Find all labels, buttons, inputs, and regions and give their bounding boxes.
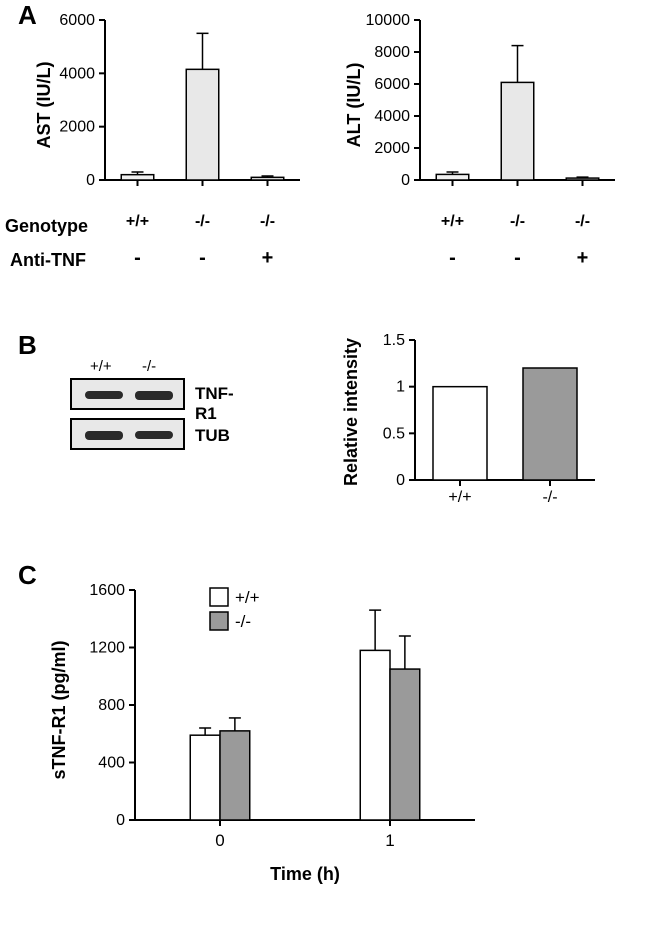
svg-text:0: 0 (401, 172, 410, 189)
relint-ylabel: Relative intensity (341, 338, 361, 486)
table-cell: +/+ (118, 213, 158, 231)
legend-item-0: +/+ (235, 588, 260, 607)
svg-text:10000: 10000 (366, 12, 411, 29)
table-cell: - (123, 247, 153, 270)
stnfr1-chart: 040080012001600 01 sTNF-R1 (pg/ml) Time … (35, 570, 505, 900)
stnfr1-ylabel: sTNF-R1 (pg/ml) (49, 641, 69, 780)
svg-text:0: 0 (215, 831, 224, 850)
stnfr1-xlabel: Time (h) (270, 864, 340, 884)
table-cell: -/- (563, 213, 603, 231)
stnfr1-xticks: 01 (215, 820, 394, 850)
svg-text:1: 1 (396, 379, 405, 396)
svg-text:-/-: -/- (542, 489, 557, 506)
table-cell: + (253, 247, 283, 270)
svg-text:2000: 2000 (59, 119, 95, 136)
svg-text:+/+: +/+ (448, 489, 471, 506)
ast-yticks: 0 2000 4000 6000 (59, 12, 105, 189)
relint-yticks: 0 0.5 1 1.5 (383, 332, 415, 489)
alt-yticks: 0 2000 4000 6000 8000 10000 (366, 12, 421, 189)
ast-bars (121, 33, 284, 186)
ast-ylabel: AST (IU/L) (34, 62, 54, 149)
table-cell: + (568, 247, 598, 270)
svg-text:6000: 6000 (374, 76, 410, 93)
table-cell: +/+ (433, 213, 473, 231)
blot-row-1: TUB (195, 426, 230, 446)
panel-b-label: B (18, 330, 37, 360)
panel-c-label: C (18, 560, 37, 590)
svg-text:8000: 8000 (374, 44, 410, 61)
table-cell: -/- (498, 213, 538, 231)
relint-bars: +/+ -/- (433, 368, 577, 506)
table-cell: -/- (248, 213, 288, 231)
svg-text:1: 1 (385, 831, 394, 850)
stnfr1-legend: +/+ -/- (210, 588, 260, 631)
relint-chart: 0 0.5 1 1.5 +/+ -/- Relative intensity (335, 330, 625, 520)
svg-text:2000: 2000 (374, 140, 410, 157)
table-cell: -/- (183, 213, 223, 231)
alt-bars (436, 46, 599, 186)
table-cell: - (503, 247, 533, 270)
svg-text:6000: 6000 (59, 12, 95, 29)
svg-text:4000: 4000 (59, 65, 95, 82)
svg-text:0.5: 0.5 (383, 425, 405, 442)
alt-ylabel: ALT (IU/L) (344, 63, 364, 148)
svg-text:0: 0 (396, 472, 405, 489)
svg-text:1600: 1600 (89, 582, 125, 599)
blot-lane-1: -/- (142, 358, 156, 375)
table-cell: - (438, 247, 468, 270)
svg-text:4000: 4000 (374, 108, 410, 125)
svg-text:400: 400 (98, 755, 125, 772)
stnfr1-yticks: 0 400 800 1200 1600 (89, 582, 135, 829)
antitnf-row-label: Anti-TNF (10, 250, 86, 270)
svg-text:1200: 1200 (89, 640, 125, 657)
stnfr1-bars (190, 610, 420, 820)
svg-text:0: 0 (86, 172, 95, 189)
svg-text:0: 0 (116, 812, 125, 829)
blot-lane-0: +/+ (90, 358, 112, 375)
svg-text:800: 800 (98, 697, 125, 714)
genotype-row-label: Genotype (5, 216, 88, 236)
table-cell: - (188, 247, 218, 270)
alt-chart: 0 2000 4000 6000 8000 10000 ALT (IU/L) (335, 10, 635, 220)
ast-chart: 0 2000 4000 6000 AST (IU/L) (30, 10, 320, 220)
western-blot: +/+ -/- TNF-R1 TUB (70, 378, 185, 450)
legend-item-1: -/- (235, 612, 251, 631)
blot-row-0: TNF-R1 (195, 384, 234, 424)
svg-text:1.5: 1.5 (383, 332, 405, 349)
